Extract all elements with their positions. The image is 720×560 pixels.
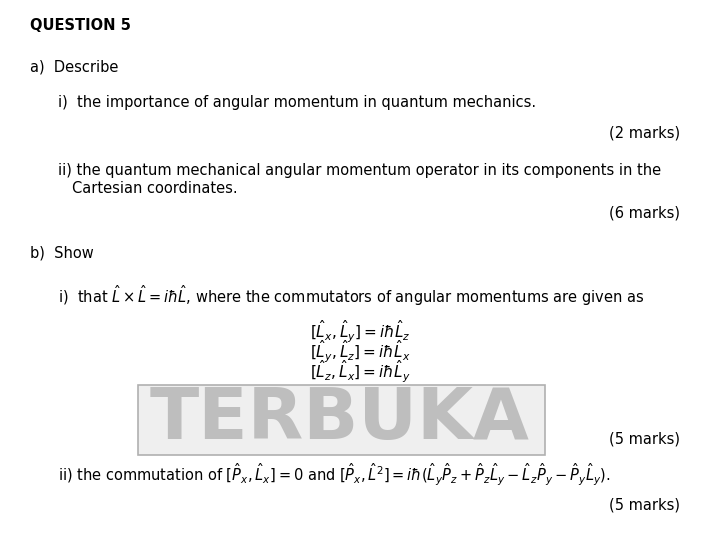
Text: i)  that $\hat{L} \times \hat{L} = i\hbar\hat{L}$, where the commutators of angu: i) that $\hat{L} \times \hat{L} = i\hbar… [58,283,644,308]
Text: (6 marks): (6 marks) [609,205,680,220]
FancyBboxPatch shape [138,385,545,455]
Text: $[\hat{L}_y, \hat{L}_z] = i\hbar\hat{L}_x$: $[\hat{L}_y, \hat{L}_z] = i\hbar\hat{L}_… [310,338,410,365]
Text: $[\hat{L}_x, \hat{L}_y] = i\hbar\hat{L}_z$: $[\hat{L}_x, \hat{L}_y] = i\hbar\hat{L}_… [310,318,410,344]
Text: Cartesian coordinates.: Cartesian coordinates. [72,181,238,196]
Text: ii) the commutation of $[\hat{P}_x, \hat{L}_x] = 0$ and $[\hat{P}_x, \hat{L}^2] : ii) the commutation of $[\hat{P}_x, \hat… [58,462,611,488]
Text: b)  Show: b) Show [30,245,94,260]
Text: i)  the importance of angular momentum in quantum mechanics.: i) the importance of angular momentum in… [58,95,536,110]
Text: $[\hat{L}_z, \hat{L}_x] = i\hbar\hat{L}_y$: $[\hat{L}_z, \hat{L}_x] = i\hbar\hat{L}_… [310,358,410,385]
Text: (5 marks): (5 marks) [609,432,680,447]
Text: ii) the quantum mechanical angular momentum operator in its components in the: ii) the quantum mechanical angular momen… [58,163,661,178]
Text: QUESTION 5: QUESTION 5 [30,18,131,33]
Text: (2 marks): (2 marks) [609,125,680,140]
Text: (5 marks): (5 marks) [609,498,680,513]
Text: TERBUKA: TERBUKA [150,385,530,455]
Text: a)  Describe: a) Describe [30,60,118,75]
